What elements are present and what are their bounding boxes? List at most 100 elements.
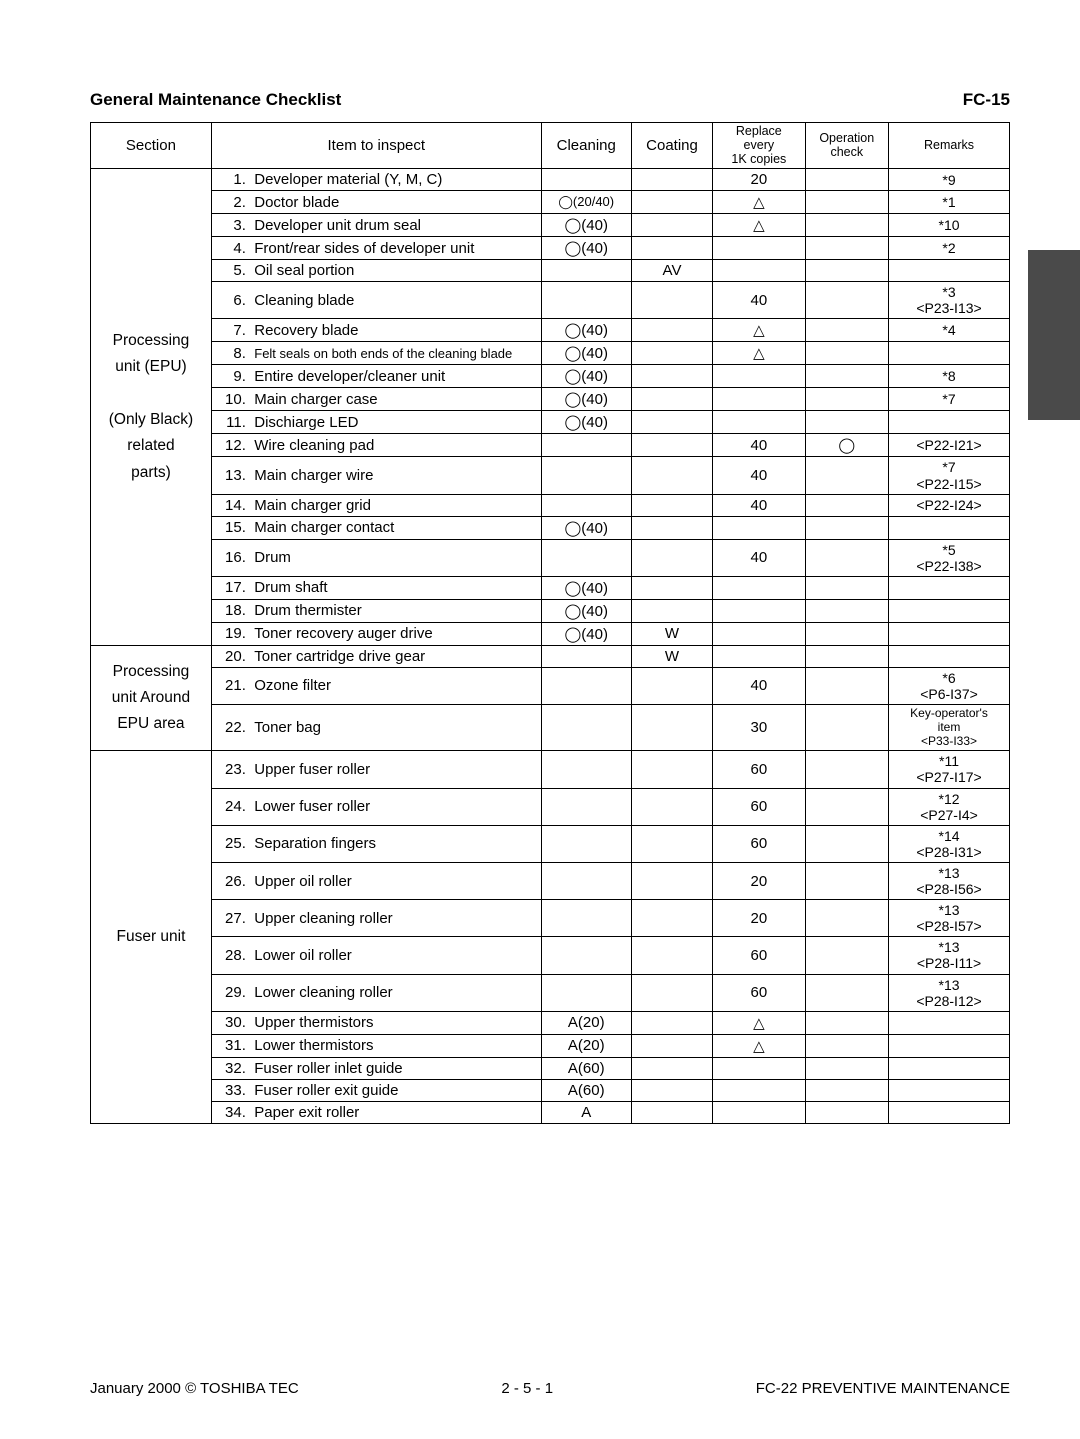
table-row: 5. Oil seal portionAV	[91, 260, 1010, 282]
page-code: FC-15	[963, 90, 1010, 110]
replace-cell	[713, 1101, 805, 1123]
remarks-cell: *7	[889, 388, 1010, 411]
table-row: 28. Lower oil roller60*13<P28-I11>	[91, 937, 1010, 974]
item-cell: 28. Lower oil roller	[211, 937, 541, 974]
cleaning-cell: A(60)	[541, 1079, 631, 1101]
remarks-cell: *6<P6-I37>	[889, 667, 1010, 704]
opcheck-cell	[805, 705, 889, 751]
opcheck-cell	[805, 1057, 889, 1079]
cleaning-cell	[541, 282, 631, 319]
replace-cell: 40	[713, 539, 805, 576]
page-footer: January 2000 © TOSHIBA TEC 2 - 5 - 1 FC-…	[90, 1380, 1010, 1397]
coating-cell	[631, 516, 712, 539]
side-tab	[1028, 250, 1080, 420]
coating-cell	[631, 576, 712, 599]
coating-cell	[631, 862, 712, 899]
table-row: 24. Lower fuser roller60*12<P27-I4>	[91, 788, 1010, 825]
opcheck-cell	[805, 494, 889, 516]
item-cell: 34. Paper exit roller	[211, 1101, 541, 1123]
opcheck-cell: ◯	[805, 434, 889, 457]
remarks-cell: *4	[889, 319, 1010, 342]
coating-cell	[631, 1101, 712, 1123]
footer-left: January 2000 © TOSHIBA TEC	[90, 1380, 299, 1397]
opcheck-cell	[805, 937, 889, 974]
replace-cell	[713, 1079, 805, 1101]
table-row: 10. Main charger case◯(40)*7	[91, 388, 1010, 411]
remarks-cell: *14<P28-I31>	[889, 825, 1010, 862]
opcheck-cell	[805, 862, 889, 899]
table-header: Section Item to inspect Cleaning Coating…	[91, 123, 1010, 169]
table-row: 8. Felt seals on both ends of the cleani…	[91, 342, 1010, 365]
remarks-cell	[889, 1011, 1010, 1034]
item-cell: 33. Fuser roller exit guide	[211, 1079, 541, 1101]
table-row: 2. Doctor blade◯(20/40)△*1	[91, 191, 1010, 214]
item-cell: 19. Toner recovery auger drive	[211, 622, 541, 645]
replace-cell: △	[713, 1034, 805, 1057]
remarks-cell: *3<P23-I13>	[889, 282, 1010, 319]
table-row: 12. Wire cleaning pad40◯<P22-I21>	[91, 434, 1010, 457]
coating-cell	[631, 169, 712, 191]
cleaning-cell: A(60)	[541, 1057, 631, 1079]
replace-cell	[713, 576, 805, 599]
cleaning-cell: ◯(40)	[541, 576, 631, 599]
cleaning-cell	[541, 825, 631, 862]
coating-cell	[631, 539, 712, 576]
coating-cell	[631, 900, 712, 937]
table-row: 25. Separation fingers60*14<P28-I31>	[91, 825, 1010, 862]
remarks-cell: *11<P27-I17>	[889, 751, 1010, 788]
table-body: Processingunit (EPU)(Only Black)relatedp…	[91, 169, 1010, 1123]
col-opcheck: Operationcheck	[805, 123, 889, 169]
remarks-cell	[889, 622, 1010, 645]
coating-cell	[631, 974, 712, 1011]
cleaning-cell: ◯(40)	[541, 622, 631, 645]
remarks-cell: *5<P22-I38>	[889, 539, 1010, 576]
opcheck-cell	[805, 169, 889, 191]
cleaning-cell: ◯(40)	[541, 342, 631, 365]
item-cell: 32. Fuser roller inlet guide	[211, 1057, 541, 1079]
cleaning-cell	[541, 457, 631, 494]
item-cell: 18. Drum thermister	[211, 599, 541, 622]
opcheck-cell	[805, 237, 889, 260]
table-row: 17. Drum shaft◯(40)	[91, 576, 1010, 599]
coating-cell	[631, 825, 712, 862]
opcheck-cell	[805, 825, 889, 862]
cleaning-cell	[541, 667, 631, 704]
remarks-cell: *13<P28-I12>	[889, 974, 1010, 1011]
replace-cell	[713, 388, 805, 411]
table-row: Processingunit AroundEPU area20. Toner c…	[91, 645, 1010, 667]
table-row: 18. Drum thermister◯(40)	[91, 599, 1010, 622]
item-cell: 7. Recovery blade	[211, 319, 541, 342]
remarks-cell	[889, 1079, 1010, 1101]
item-cell: 4. Front/rear sides of developer unit	[211, 237, 541, 260]
table-row: 29. Lower cleaning roller60*13<P28-I12>	[91, 974, 1010, 1011]
item-cell: 23. Upper fuser roller	[211, 751, 541, 788]
opcheck-cell	[805, 645, 889, 667]
replace-cell: 60	[713, 937, 805, 974]
replace-cell: 30	[713, 705, 805, 751]
table-row: 32. Fuser roller inlet guideA(60)	[91, 1057, 1010, 1079]
item-cell: 14. Main charger grid	[211, 494, 541, 516]
item-cell: 6. Cleaning blade	[211, 282, 541, 319]
replace-cell	[713, 645, 805, 667]
remarks-cell: *12<P27-I4>	[889, 788, 1010, 825]
replace-cell: 20	[713, 900, 805, 937]
replace-cell: 40	[713, 457, 805, 494]
cleaning-cell	[541, 645, 631, 667]
remarks-cell	[889, 411, 1010, 434]
opcheck-cell	[805, 1079, 889, 1101]
item-cell: 2. Doctor blade	[211, 191, 541, 214]
col-item: Item to inspect	[211, 123, 541, 169]
item-cell: 22. Toner bag	[211, 705, 541, 751]
coating-cell	[631, 434, 712, 457]
coating-cell: W	[631, 645, 712, 667]
col-cleaning: Cleaning	[541, 123, 631, 169]
cleaning-cell: A	[541, 1101, 631, 1123]
table-row: Fuser unit23. Upper fuser roller60*11<P2…	[91, 751, 1010, 788]
cleaning-cell	[541, 539, 631, 576]
opcheck-cell	[805, 191, 889, 214]
table-row: 13. Main charger wire40*7<P22-I15>	[91, 457, 1010, 494]
coating-cell	[631, 494, 712, 516]
replace-cell: 40	[713, 667, 805, 704]
cleaning-cell: ◯(40)	[541, 411, 631, 434]
table-row: 30. Upper thermistorsA(20)△	[91, 1011, 1010, 1034]
